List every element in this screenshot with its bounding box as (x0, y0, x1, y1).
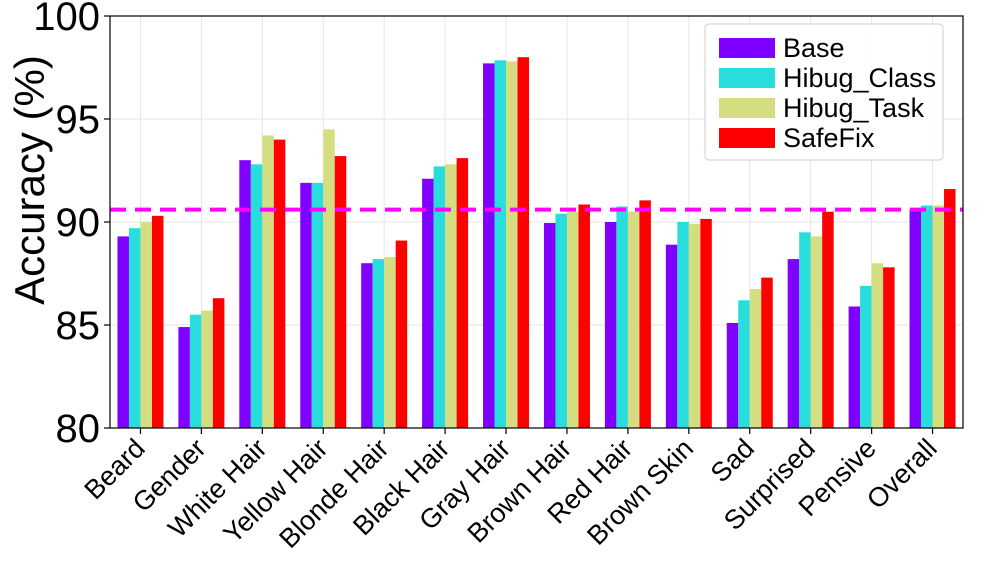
bar-hibug-class-black-hair (433, 166, 446, 428)
legend-label: Base (783, 33, 845, 63)
bar-hibug-class-surprised (799, 232, 811, 428)
bar-hibug-class-brown-skin (677, 222, 689, 428)
y-tick-label: 85 (56, 304, 101, 348)
y-tick-label: 95 (56, 98, 101, 142)
y-tick-label: 90 (56, 201, 101, 245)
bar-base-white-hair (239, 160, 251, 428)
bar-base-pensive (848, 306, 861, 428)
bar-hibug-task-brown-skin (688, 224, 701, 428)
legend-swatch (719, 68, 775, 88)
bar-hibug-task-red-hair (627, 211, 640, 428)
bar-hibug-task-overall (932, 205, 945, 428)
bar-base-black-hair (422, 178, 434, 428)
bar-safefix-surprised (822, 211, 834, 428)
bar-safefix-pensive (883, 267, 895, 428)
bar-hibug-class-red-hair (616, 206, 628, 428)
bar-base-overall (909, 209, 922, 428)
bar-safefix-black-hair (456, 158, 469, 428)
bar-safefix-blonde-hair (395, 240, 408, 428)
bar-hibug-task-beard (140, 222, 152, 428)
bar-base-beard (117, 236, 129, 428)
bar-hibug-class-gender (189, 314, 202, 428)
bar-hibug-task-brown-hair (566, 211, 579, 428)
y-axis-label: Accuracy (%) (6, 55, 53, 305)
bar-base-brown-hair (543, 223, 556, 428)
y-tick-label: 80 (56, 407, 101, 451)
bar-hibug-class-overall (921, 205, 933, 428)
x-tick-label: Overall (861, 433, 943, 515)
bar-hibug-class-white-hair (250, 164, 263, 428)
bar-base-gray-hair (483, 63, 495, 428)
bar-hibug-class-sad (738, 300, 750, 428)
legend-label: Hibug_Class (783, 63, 936, 93)
bar-hibug-class-blonde-hair (372, 259, 385, 428)
plot-frame (109, 15, 964, 429)
bar-base-yellow-hair (300, 182, 312, 428)
y-tick-label: 100 (33, 0, 100, 39)
bar-base-brown-skin (665, 244, 678, 428)
bar-safefix-white-hair (273, 139, 286, 428)
bar-hibug-task-gender (201, 310, 213, 428)
bar-hibug-class-brown-hair (555, 213, 567, 428)
bar-hibug-class-gray-hair (494, 60, 507, 428)
bar-hibug-task-surprised (810, 236, 823, 428)
bar-safefix-yellow-hair (334, 156, 347, 428)
bar-hibug-class-pensive (860, 285, 872, 428)
bar-base-sad (726, 322, 739, 428)
legend-label: SafeFix (783, 123, 875, 153)
bar-base-gender (178, 327, 190, 428)
bar-safefix-brown-skin (700, 218, 712, 428)
bar-hibug-task-yellow-hair (323, 129, 335, 429)
bar-safefix-sad (761, 277, 773, 428)
bar-hibug-task-pensive (871, 263, 884, 428)
bar-safefix-beard (151, 215, 164, 428)
bar-safefix-overall (944, 189, 956, 428)
bar-hibug-task-white-hair (262, 135, 274, 429)
bar-base-red-hair (604, 222, 617, 428)
bar-hibug-task-gray-hair (506, 61, 518, 428)
bar-safefix-gray-hair (517, 57, 530, 428)
legend-swatch (719, 38, 775, 58)
bar-base-blonde-hair (361, 263, 373, 428)
bar-base-surprised (787, 259, 800, 428)
bar-safefix-red-hair (639, 200, 651, 428)
bars (117, 57, 956, 429)
bar-hibug-class-beard (128, 228, 141, 428)
bar-hibug-class-yellow-hair (311, 182, 324, 428)
legend-label: Hibug_Task (783, 93, 925, 123)
bar-safefix-gender (212, 298, 225, 428)
legend-swatch (719, 128, 775, 148)
bar-hibug-task-sad (749, 288, 762, 428)
bar-hibug-task-black-hair (445, 164, 457, 428)
bar-safefix-brown-hair (578, 204, 590, 428)
legend-swatch (719, 98, 775, 118)
bar-hibug-task-blonde-hair (384, 257, 396, 428)
